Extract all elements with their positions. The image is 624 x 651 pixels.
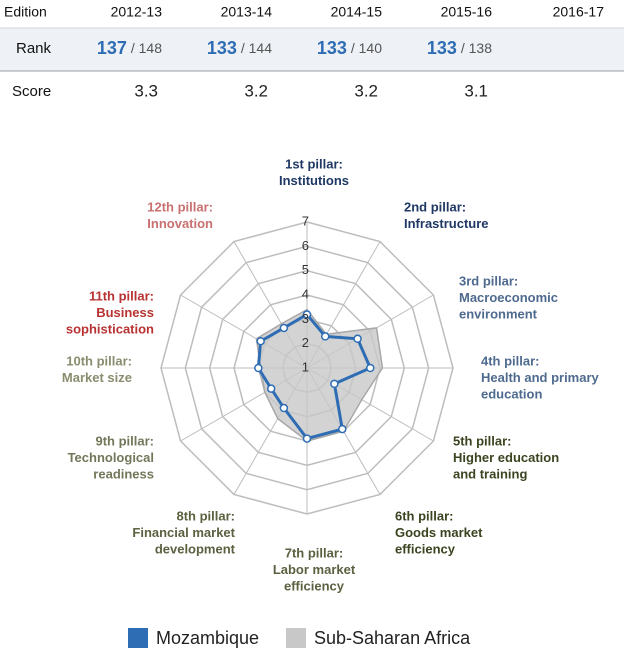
point — [321, 332, 330, 341]
legend-label: Sub-Saharan Africa — [314, 628, 471, 648]
category-label: Higher education — [453, 450, 559, 465]
rank-cell: 133/ 144 — [207, 38, 272, 58]
category-label: Labor market — [273, 562, 356, 577]
category-label: education — [481, 386, 542, 401]
point — [302, 434, 312, 443]
category-label: Business — [96, 305, 154, 320]
score-cell: 3.2 — [244, 81, 268, 100]
category-label: Infrastructure — [404, 216, 489, 231]
score-cell: 3.1 — [464, 81, 488, 100]
point — [279, 323, 289, 333]
category-label: Innovation — [147, 216, 213, 231]
rank-cell: 133/ 140 — [317, 38, 382, 58]
r-tick-label: 2 — [302, 335, 309, 350]
point — [366, 363, 375, 373]
legend-swatch — [286, 628, 306, 648]
legend-swatch — [128, 628, 148, 648]
category-label: 9th pillar: — [95, 433, 154, 448]
category-label: 3rd pillar: — [459, 273, 518, 288]
category-label: Market size — [62, 370, 132, 385]
row-label: Rank — [16, 40, 52, 57]
point — [254, 363, 263, 373]
rank: 137 — [97, 38, 127, 58]
rank: 133 — [207, 38, 237, 58]
rank-total: / 144 — [241, 40, 272, 56]
point — [279, 403, 289, 413]
category-label: development — [155, 541, 236, 556]
r-tick-label: 6 — [302, 238, 309, 253]
row-label: Score — [12, 83, 51, 100]
category-label: 7th pillar: — [285, 545, 344, 560]
point — [256, 336, 265, 346]
category-label: environment — [459, 306, 538, 321]
category-label: and training — [453, 466, 527, 481]
category-label: 8th pillar: — [176, 508, 235, 523]
rank-total: / 148 — [131, 40, 162, 56]
column-header: Edition — [4, 4, 47, 20]
category-label: Health and primary — [481, 370, 600, 385]
category-label: 5th pillar: — [453, 433, 512, 448]
rank-total: / 140 — [351, 40, 382, 56]
category-label: Goods market — [395, 525, 483, 540]
legend-label: Mozambique — [156, 628, 259, 648]
category-label: Institutions — [279, 173, 349, 188]
r-tick-label: 3 — [302, 311, 309, 326]
r-tick-label: 5 — [302, 262, 309, 277]
r-tick-label: 7 — [302, 213, 309, 228]
rank-total: / 138 — [461, 40, 492, 56]
rank: 133 — [317, 38, 347, 58]
column-header: 2012-13 — [111, 4, 163, 20]
category-label: readiness — [93, 466, 154, 481]
column-header: 2013-14 — [221, 4, 273, 20]
rank-cell: 137/ 148 — [97, 38, 162, 58]
point — [353, 334, 362, 344]
point — [266, 384, 276, 393]
category-label: efficiency — [395, 541, 456, 556]
category-label: Technological — [68, 450, 154, 465]
category-label: efficiency — [284, 578, 345, 593]
score-cell: 3.3 — [134, 81, 158, 100]
point — [330, 379, 339, 389]
category-label: 12th pillar: — [147, 199, 213, 214]
category-label: Financial market — [132, 525, 235, 540]
r-tick-label: 4 — [302, 286, 309, 301]
score-cell: 3.2 — [354, 81, 378, 100]
column-header: 2014-15 — [331, 4, 383, 20]
category-label: Macroeconomic — [459, 290, 558, 305]
r-tick-label: 1 — [302, 359, 309, 374]
category-label: 1st pillar: — [285, 156, 343, 171]
point — [338, 424, 347, 434]
category-label: 6th pillar: — [395, 508, 454, 523]
category-label: 2nd pillar: — [404, 199, 466, 214]
column-header: 2015-16 — [441, 4, 493, 20]
rank-row-bg — [0, 28, 624, 71]
category-label: 4th pillar: — [481, 353, 540, 368]
category-label: sophistication — [66, 321, 154, 336]
rank-cell: 133/ 138 — [427, 38, 492, 58]
column-header: 2016-17 — [553, 4, 605, 20]
category-label: 10th pillar: — [66, 353, 132, 368]
category-label: 11th pillar: — [89, 288, 154, 303]
rank: 133 — [427, 38, 457, 58]
point — [302, 310, 312, 319]
